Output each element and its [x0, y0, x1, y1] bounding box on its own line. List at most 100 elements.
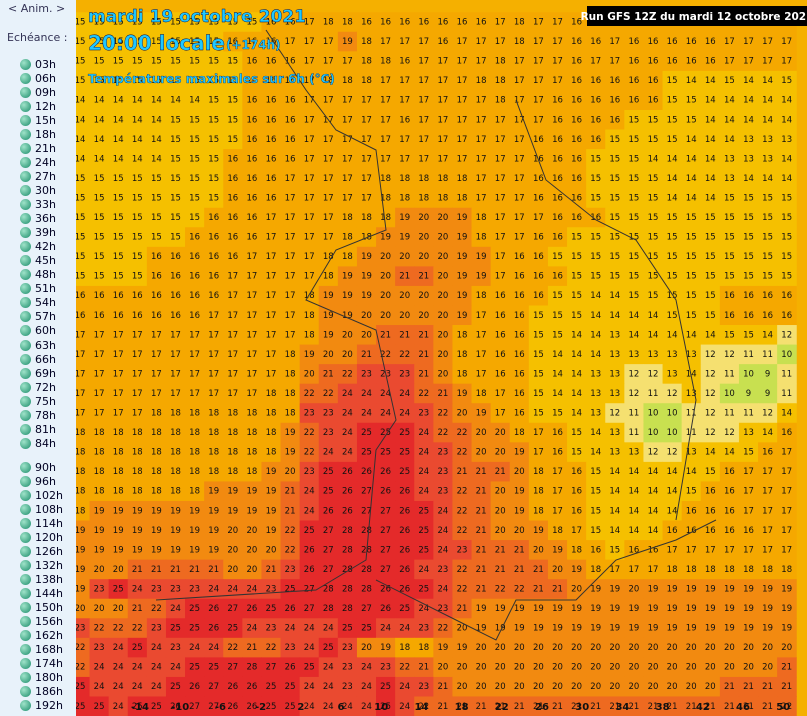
temp-cell [261, 559, 282, 580]
temp-value: 22 [457, 428, 468, 438]
hour-item[interactable]: 39h [20, 226, 56, 240]
temp-cell [567, 188, 587, 209]
hour-item[interactable]: 72h [20, 380, 56, 394]
hour-button [20, 686, 31, 698]
hour-item[interactable]: 33h [20, 198, 56, 212]
hour-item[interactable]: 69h [20, 366, 56, 380]
temp-cell [528, 500, 549, 522]
temp-cell [356, 344, 377, 365]
hour-item[interactable]: 30h [20, 183, 56, 197]
hour-item[interactable]: 66h [20, 352, 56, 366]
temp-value: 18 [342, 252, 353, 262]
temp-cell [605, 598, 625, 619]
temp-cell [433, 168, 453, 189]
temp-value: 21 [418, 330, 429, 340]
temp-cell [738, 364, 759, 385]
hour-item[interactable]: 51h [20, 282, 56, 296]
temp-value: 17 [418, 96, 429, 106]
temp-value: 17 [743, 37, 754, 47]
temp-cell [223, 246, 243, 267]
hour-item[interactable]: 162h [20, 629, 63, 643]
hour-item[interactable]: 75h [20, 394, 56, 408]
hour-item[interactable]: 15h [20, 113, 56, 127]
hour-item[interactable]: 81h [20, 422, 56, 436]
temp-cell [433, 442, 453, 463]
temp-cell [567, 129, 587, 150]
hour-item[interactable]: 57h [20, 310, 56, 324]
temp-cell [108, 246, 129, 267]
temp-cell [146, 51, 167, 72]
temp-value: 16 [552, 233, 563, 243]
hour-item[interactable]: 12h [20, 99, 56, 113]
hour-item[interactable]: 27h [20, 169, 56, 183]
hour-item[interactable]: 84h [20, 436, 56, 450]
temp-value: 19 [132, 506, 143, 516]
temp-value: 17 [304, 233, 315, 243]
hour-item[interactable]: 150h [20, 601, 63, 615]
temp-value: 16 [590, 76, 601, 86]
temp-cell [567, 325, 587, 346]
temp-value: 17 [361, 193, 372, 203]
temp-value: 18 [437, 174, 448, 184]
temp-cell [509, 70, 530, 91]
hour-item[interactable]: 168h [20, 643, 63, 657]
hour-item[interactable]: 120h [20, 530, 63, 544]
hour-item[interactable]: 90h [20, 460, 56, 474]
hour-item[interactable]: 24h [20, 155, 56, 169]
temp-value: 12 [705, 389, 716, 399]
temp-value: 16 [94, 311, 105, 321]
temp-value: 16 [399, 115, 410, 125]
temp-cell [509, 266, 530, 287]
hour-item[interactable]: 96h [20, 474, 56, 488]
hour-item[interactable]: 102h [20, 488, 63, 502]
temp-value: 14 [590, 428, 601, 438]
hour-item[interactable]: 78h [20, 408, 56, 422]
hour-item[interactable]: 114h [20, 516, 63, 530]
anim-control[interactable]: < Anim. > [8, 2, 66, 15]
hour-item[interactable]: 108h [20, 502, 63, 516]
temp-cell [280, 227, 301, 248]
hour-item[interactable]: 60h [20, 324, 56, 338]
temp-cell [242, 168, 262, 189]
temp-value: 20 [342, 330, 353, 340]
temp-value: 17 [285, 174, 296, 184]
hour-item[interactable]: 186h [20, 685, 63, 699]
hour-item[interactable]: 54h [20, 296, 56, 310]
temp-cell [662, 246, 683, 267]
hour-item[interactable]: 21h [20, 141, 56, 155]
hour-item[interactable]: 156h [20, 615, 63, 629]
hour-item[interactable]: 45h [20, 254, 56, 268]
temp-cell [414, 442, 434, 463]
hour-label: 180h [35, 671, 63, 685]
temp-cell [414, 305, 434, 326]
hour-item[interactable]: 36h [20, 212, 56, 226]
temp-value: 22 [437, 428, 448, 438]
hour-item[interactable]: 192h [20, 699, 63, 713]
temp-cell [337, 129, 358, 150]
temp-value: 19 [170, 506, 181, 516]
hour-item[interactable]: 06h [20, 71, 56, 85]
temp-value: 14 [590, 291, 601, 301]
hour-item[interactable]: 42h [20, 240, 56, 254]
hour-item[interactable]: 174h [20, 657, 63, 671]
temp-cell [547, 344, 568, 365]
temp-value: 16 [246, 174, 257, 184]
temp-value: 14 [590, 448, 601, 458]
hour-item[interactable]: 144h [20, 586, 63, 600]
temp-cell [76, 31, 91, 52]
temp-value: 27 [304, 584, 315, 594]
hour-item[interactable]: 126h [20, 544, 63, 558]
hour-item[interactable]: 63h [20, 338, 56, 352]
hour-item[interactable]: 48h [20, 268, 56, 282]
hour-item[interactable]: 03h [20, 57, 56, 71]
temp-cell [624, 90, 644, 111]
hour-item[interactable]: 138h [20, 572, 63, 586]
hour-item[interactable]: 09h [20, 85, 56, 99]
temp-value: 17 [495, 272, 506, 282]
temp-value: 22 [132, 624, 143, 634]
hour-item[interactable]: 18h [20, 127, 56, 141]
temp-value: 15 [781, 272, 792, 282]
hour-item[interactable]: 132h [20, 558, 63, 572]
hour-item[interactable]: 180h [20, 671, 63, 685]
temp-value: 26 [285, 663, 296, 673]
